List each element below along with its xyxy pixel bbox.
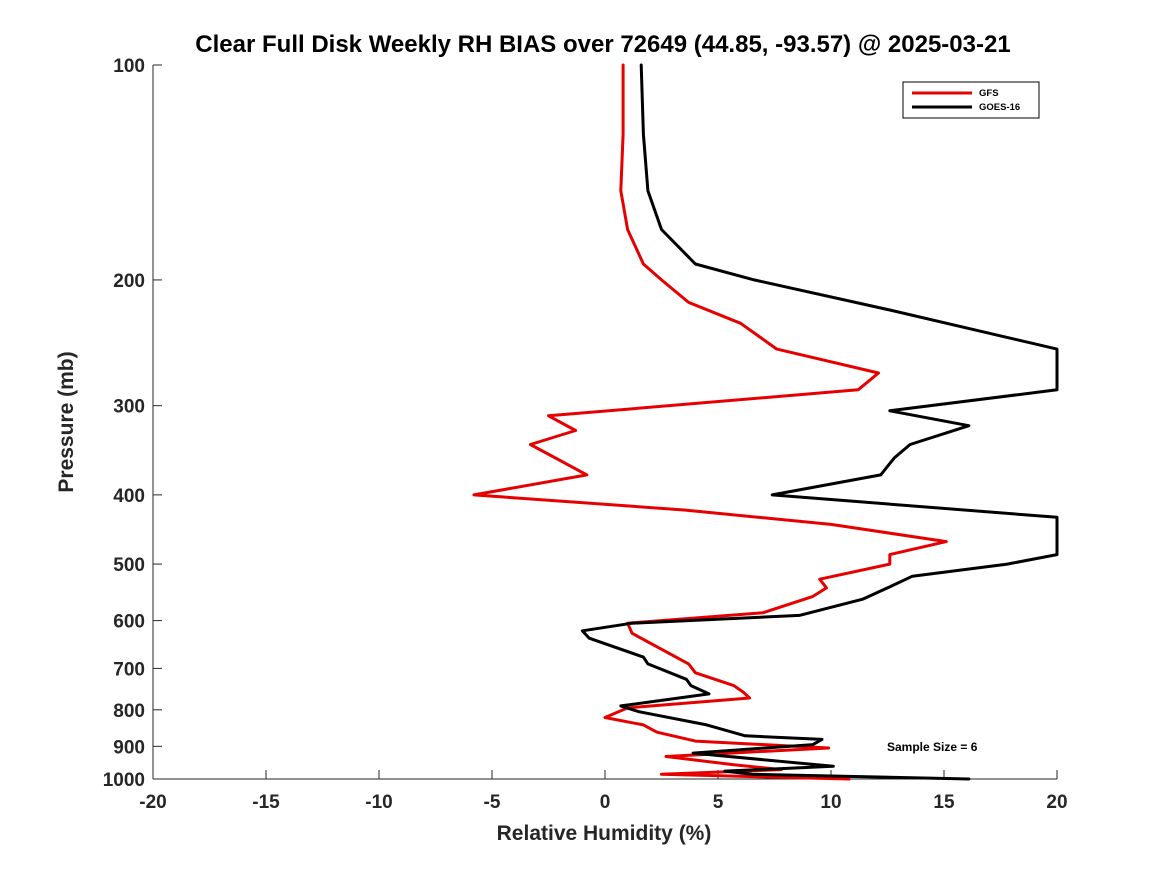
y-tick-label: 300 (113, 397, 145, 418)
y-tick-label: 900 (113, 737, 145, 758)
sample-size-annotation: Sample Size = 6 (887, 740, 978, 754)
chart-title: Clear Full Disk Weekly RH BIAS over 7264… (195, 31, 1010, 58)
y-tick-label: 500 (113, 555, 145, 576)
y-tick-label: 800 (113, 701, 145, 722)
x-tick-label: -10 (365, 792, 392, 813)
legend-label-gfs: GFS (979, 88, 999, 99)
x-tick-label: 0 (600, 792, 611, 813)
y-tick-label: 400 (113, 486, 145, 507)
y-tick-label: 1000 (103, 770, 145, 791)
x-axis-label: Relative Humidity (%) (497, 822, 712, 845)
tick-group: -20 -15 -10 -5 0 5 10 15 20 100 200 300 400 500 600 700… (103, 56, 1068, 813)
x-tick-label: 5 (713, 792, 724, 813)
series-line-goes-16 (580, 63, 1059, 781)
y-tick-label: 200 (113, 271, 145, 292)
x-tick-label: -15 (252, 792, 280, 813)
y-tick-label: 700 (113, 659, 145, 680)
y-tick-label: 600 (113, 612, 145, 633)
x-tick-label: 10 (820, 792, 841, 813)
legend-label-goes16: GOES-16 (979, 102, 1020, 113)
y-tick-label: 100 (113, 56, 145, 77)
legend: GFS GOES-16 (902, 81, 1040, 119)
plot-area: -20 -15 -10 -5 0 5 10 15 20 100 200 300 400 500 600 700… (103, 56, 1068, 813)
x-tick-label: 15 (933, 792, 955, 813)
x-tick-label: -5 (484, 792, 501, 813)
y-axis-label: Pressure (mb) (55, 351, 78, 492)
legend-box (902, 81, 1040, 119)
series-line-gfs (472, 63, 948, 781)
x-tick-label: -20 (139, 792, 166, 813)
x-tick-label: 20 (1046, 792, 1067, 813)
series-group (472, 63, 1059, 781)
